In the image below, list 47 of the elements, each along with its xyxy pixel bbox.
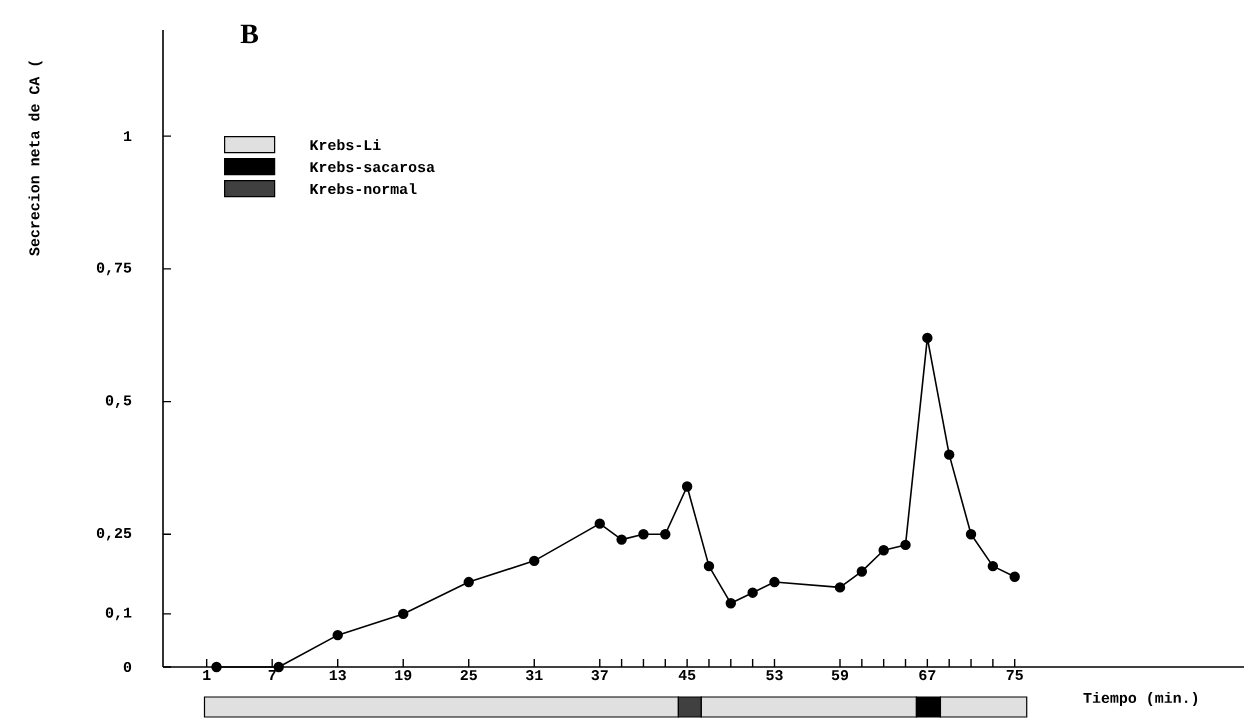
x-tick-label: 25 [460, 670, 477, 681]
point [638, 529, 649, 540]
point [900, 539, 911, 551]
point [681, 481, 693, 492]
x-axis-title: Tiempo (min.) [1083, 692, 1198, 706]
annotation: Krebs-Li [310, 139, 381, 151]
point [987, 560, 999, 572]
x-tick-label: 37 [591, 670, 608, 681]
point [856, 566, 868, 577]
point [463, 576, 474, 588]
x-tick-label: 31 [525, 670, 543, 681]
annotation: Krebs-normal [310, 183, 417, 195]
x-tick-label: 13 [329, 670, 346, 681]
x-tick-label: 59 [831, 670, 849, 681]
y-tick-label: 0,1 [105, 607, 132, 621]
point [529, 555, 540, 567]
y-tick-label: 0 [123, 661, 132, 673]
point [660, 529, 671, 540]
point [725, 598, 736, 609]
x-tick-label: 7 [268, 670, 276, 680]
y-tick-label: 0,75 [96, 262, 132, 276]
point [943, 449, 955, 460]
y-tick-label: 0,5 [105, 395, 132, 408]
y-tick-label: 1 [123, 131, 132, 142]
x-tick-label: 45 [678, 670, 696, 681]
point [922, 332, 933, 344]
point [594, 518, 605, 529]
point [616, 534, 627, 545]
point [332, 629, 343, 641]
point [834, 582, 846, 593]
y-axis-title: Secrecion neta de CA ( [28, 61, 43, 256]
x-tick-label: 75 [1006, 670, 1023, 681]
point [211, 661, 222, 673]
point [747, 587, 758, 598]
x-tick-label: 67 [919, 670, 936, 681]
point [398, 608, 409, 620]
point [703, 560, 715, 572]
point [769, 576, 780, 588]
x-tick-label: 53 [766, 670, 783, 681]
annotation: Krebs-sacarosa [310, 161, 435, 173]
x-tick-label: 1 [203, 670, 211, 680]
x-tick-label: 19 [395, 670, 412, 681]
point [878, 545, 889, 556]
y-tick-label: 0,25 [96, 527, 132, 541]
point [965, 529, 977, 540]
point [1009, 571, 1020, 582]
chart-title: B [240, 24, 259, 44]
